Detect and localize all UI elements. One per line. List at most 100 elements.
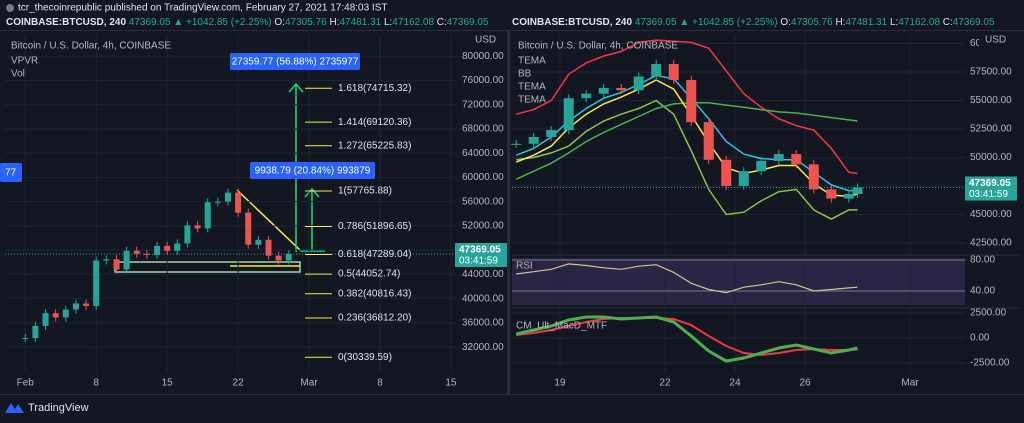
- price-tag-bg: [965, 176, 1017, 201]
- x-tick-label: 15: [445, 378, 457, 389]
- trend-line: [236, 189, 301, 251]
- unit-bg: [979, 33, 1013, 47]
- y-tick-label: 45000.00: [970, 209, 1012, 220]
- macd-line: [516, 317, 858, 357]
- candle: [511, 143, 522, 145]
- candle: [103, 259, 110, 261]
- y-tick-label: 57500.00: [970, 67, 1012, 78]
- y-tick-label: 76000.00: [462, 75, 504, 86]
- ohlc-value: 47369.05: [953, 17, 995, 28]
- candle: [721, 159, 732, 186]
- side-tag-bg: [0, 163, 22, 182]
- y-tick-label: 40.00: [970, 286, 995, 297]
- macd-line: [515, 315, 858, 363]
- candle: [83, 303, 90, 306]
- ohlc-label: O:: [274, 17, 285, 28]
- x-tick-label: Feb: [17, 378, 35, 389]
- candle: [113, 259, 120, 270]
- ohlc-label: L:: [890, 17, 898, 28]
- logo: [5, 403, 24, 413]
- pane-title: RSI: [516, 261, 533, 272]
- x-tick-label: Mar: [901, 378, 919, 389]
- candle: [275, 255, 282, 261]
- y-tick-label: 2500.00: [970, 308, 1007, 319]
- indicator-line: [516, 39, 858, 175]
- candle: [808, 164, 819, 190]
- ohlc-value: 47162.08: [392, 17, 434, 28]
- ticker-line: COINBASE:BTCUSD, 240 47369.05 ▲ +1042.85…: [6, 17, 489, 28]
- y-tick-label: 44000.00: [462, 269, 504, 280]
- fib-label: 0(30339.59): [338, 352, 392, 363]
- ohlc-value: 47305.76: [791, 17, 833, 28]
- y-tick-label: 52500.00: [970, 124, 1012, 135]
- candle: [686, 79, 697, 123]
- indicator-label: TEMA: [518, 95, 546, 106]
- ohlc-label: L:: [384, 17, 392, 28]
- candle: [826, 189, 837, 199]
- y-tick-label: 50000.00: [970, 152, 1012, 163]
- candle: [756, 160, 767, 172]
- y-tick-label: 80000.00: [462, 51, 504, 62]
- indicator-label: Vol: [11, 69, 25, 80]
- fib-label: 0.382(40816.43): [338, 288, 411, 299]
- x-tick-label: 22: [233, 378, 245, 389]
- ohlc-value: 47305.76: [285, 17, 327, 28]
- fib-label: 1.618(74715.32): [338, 83, 411, 94]
- y-tick-label: 72000.00: [462, 99, 504, 110]
- indicator-line: [516, 99, 858, 220]
- candle: [738, 171, 749, 186]
- candle: [668, 64, 679, 80]
- measure-box: [230, 53, 360, 70]
- fib-label: 0.786(51896.65): [338, 221, 411, 232]
- chart-title: Bitcoin / U.S. Dollar, 4h, COINBASE: [11, 41, 171, 52]
- x-tick-label: 8: [93, 378, 99, 389]
- measure-label: 27359.77 (56.88%) 2735977: [232, 57, 359, 68]
- unit: USD: [985, 35, 1006, 46]
- candle: [235, 192, 242, 213]
- candle: [174, 243, 181, 251]
- price-tag: 47369.05: [969, 178, 1011, 189]
- fib-label: 0.618(47289.04): [338, 249, 411, 260]
- candle: [154, 245, 161, 256]
- indicator-label: TEMA: [518, 56, 546, 67]
- candle: [42, 313, 49, 326]
- symbol: COINBASE:BTCUSD, 240: [6, 17, 126, 28]
- last: 47369.05: [635, 17, 677, 28]
- candle: [164, 245, 171, 251]
- ohlc-value: 47481.31: [845, 17, 887, 28]
- candle: [32, 325, 39, 339]
- candle: [852, 187, 863, 194]
- candle: [773, 154, 784, 161]
- candle: [214, 201, 221, 203]
- symbol: COINBASE:BTCUSD, 240: [512, 17, 632, 28]
- fib-label: 0.5(44052.74): [338, 269, 400, 280]
- arrow-head: [288, 82, 304, 93]
- y-tick-label: 32000.00: [462, 342, 504, 353]
- candle: [633, 76, 644, 91]
- fib-label: 1.272(65225.83): [338, 140, 411, 151]
- change: ▲ +1042.85 (+2.25%): [173, 17, 271, 28]
- y-tick-label: -2500.00: [970, 358, 1010, 369]
- candle: [255, 239, 262, 245]
- y-tick-label: 0.00: [970, 333, 990, 344]
- side-tag: 77: [5, 168, 17, 179]
- chart-title: Bitcoin / U.S. Dollar, 4h, COINBASE: [518, 41, 678, 52]
- countdown: 03:41:59: [969, 189, 1008, 200]
- fib-label: 0.236(36812.20): [338, 313, 411, 324]
- ticker-line: COINBASE:BTCUSD, 240 47369.05 ▲ +1042.85…: [512, 17, 995, 28]
- ohlc-value: 47162.08: [898, 17, 940, 28]
- y-tick-label: 52000.00: [462, 221, 504, 232]
- fib-label: 1(57765.88): [338, 186, 392, 197]
- y-tick-label: 80.00: [970, 255, 995, 266]
- candle: [616, 87, 627, 91]
- footer-border: [0, 394, 1024, 395]
- y-tick-label: 42500.00: [970, 238, 1012, 249]
- candle: [843, 193, 854, 199]
- price-tag-bg: [455, 242, 507, 267]
- price-tag: 47369.05: [459, 245, 501, 256]
- ohlc-label: H:: [835, 17, 845, 28]
- avatar: [6, 4, 14, 12]
- indicator-label: TEMA: [518, 82, 546, 93]
